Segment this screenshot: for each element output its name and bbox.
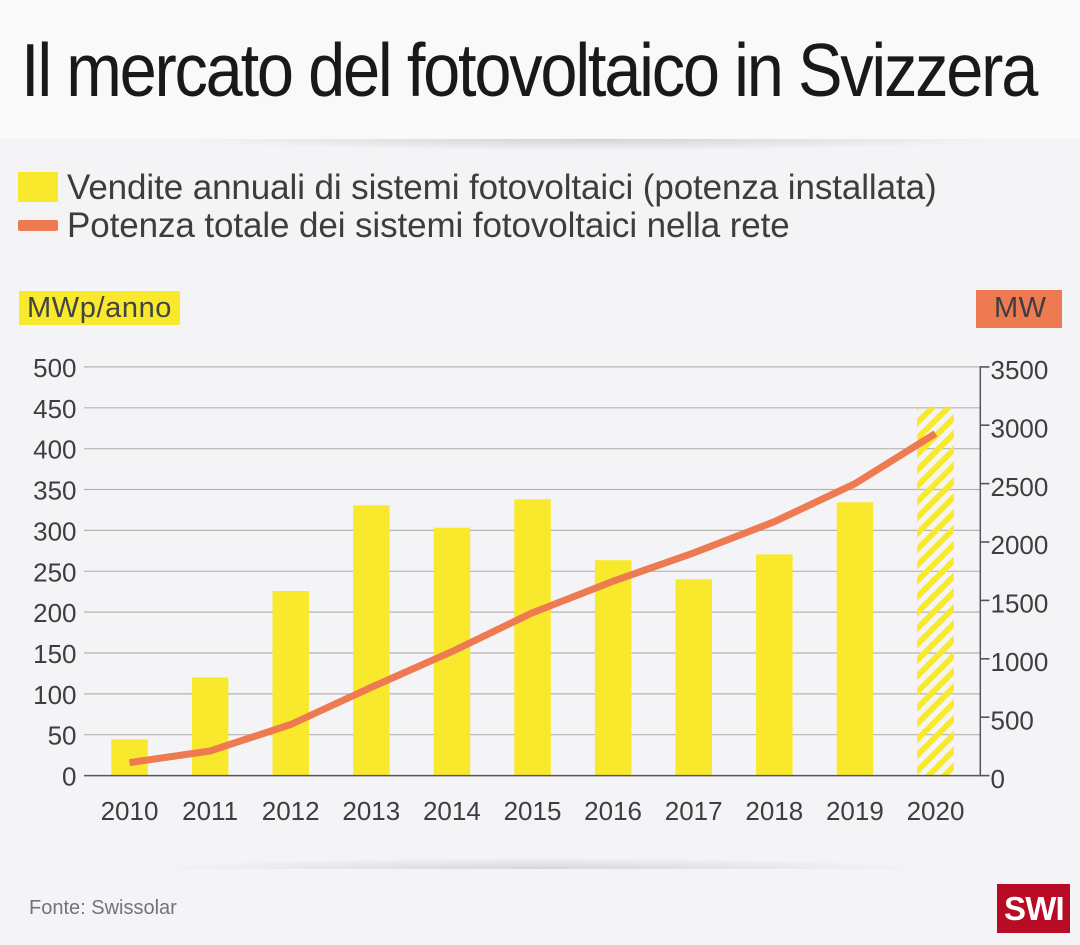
svg-text:150: 150 (33, 639, 76, 669)
svg-text:2500: 2500 (991, 472, 1049, 502)
svg-text:2013: 2013 (342, 796, 400, 826)
svg-text:2000: 2000 (991, 530, 1049, 560)
svg-text:2018: 2018 (745, 796, 803, 826)
svg-text:350: 350 (33, 476, 76, 506)
svg-text:2010: 2010 (101, 796, 159, 826)
svg-text:250: 250 (33, 557, 76, 587)
svg-text:500: 500 (991, 705, 1034, 735)
svg-text:2017: 2017 (665, 796, 723, 826)
svg-text:0: 0 (991, 764, 1005, 794)
svg-text:0: 0 (62, 762, 76, 792)
svg-text:2020: 2020 (907, 796, 965, 826)
svg-text:300: 300 (33, 516, 76, 546)
svg-text:2012: 2012 (262, 796, 320, 826)
svg-text:450: 450 (33, 394, 76, 424)
svg-text:1500: 1500 (991, 589, 1049, 619)
svg-text:100: 100 (33, 680, 76, 710)
svg-text:500: 500 (33, 353, 76, 383)
svg-text:2019: 2019 (826, 796, 884, 826)
svg-text:3500: 3500 (991, 355, 1049, 385)
svg-text:1000: 1000 (991, 647, 1049, 677)
svg-text:2011: 2011 (182, 796, 238, 826)
svg-text:3000: 3000 (991, 413, 1049, 443)
svg-text:2014: 2014 (423, 796, 481, 826)
svg-text:2016: 2016 (584, 796, 642, 826)
svg-text:400: 400 (33, 435, 76, 465)
svg-text:200: 200 (33, 598, 76, 628)
svg-text:2015: 2015 (504, 796, 562, 826)
svg-text:50: 50 (48, 721, 77, 751)
